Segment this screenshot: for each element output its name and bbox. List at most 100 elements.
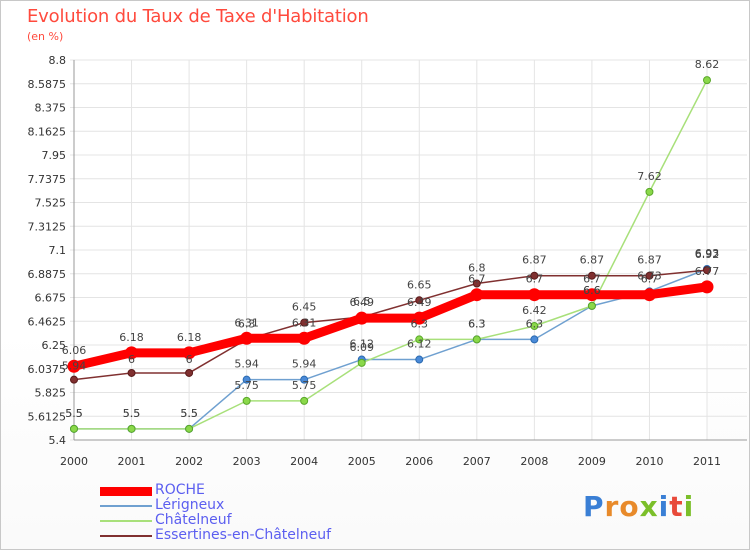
y-tick-label: 8.8 <box>49 54 67 67</box>
y-tick-label: 5.6125 <box>28 410 67 423</box>
data-point <box>355 311 369 325</box>
data-label: 5.5 <box>123 407 141 420</box>
data-label: 8.62 <box>695 58 720 71</box>
data-label: 6.87 <box>580 254 605 267</box>
x-tick-label: 2008 <box>520 455 548 468</box>
data-point <box>700 280 714 294</box>
logo-letter: i <box>658 490 670 523</box>
data-label: 6.3 <box>468 317 486 330</box>
data-point <box>530 322 539 330</box>
data-point <box>415 335 424 344</box>
data-point <box>242 396 251 405</box>
legend-label: Châtelneuf <box>155 512 232 528</box>
legend-swatch <box>100 520 152 522</box>
x-tick-label: 2002 <box>175 455 203 468</box>
data-point <box>297 331 311 345</box>
x-tick-label: 2009 <box>578 455 606 468</box>
data-label: 6.7 <box>583 273 601 286</box>
data-label: 6 <box>128 353 135 366</box>
data-point <box>530 335 539 344</box>
x-tick-label: 2010 <box>635 455 663 468</box>
data-label: 6.8 <box>468 262 486 275</box>
x-tick-label: 2000 <box>60 455 88 468</box>
logo-letter: r <box>604 490 620 523</box>
y-tick-label: 6.8875 <box>28 268 67 281</box>
data-label: 5.94 <box>292 358 317 371</box>
logo-letter: x <box>639 490 659 523</box>
data-point <box>703 266 711 275</box>
data-point <box>472 335 481 344</box>
data-label: 6.3 <box>468 317 486 330</box>
data-point <box>300 318 309 327</box>
data-label: 6.42 <box>522 304 547 317</box>
data-point <box>70 375 78 384</box>
data-point <box>67 359 81 373</box>
data-point <box>300 375 309 384</box>
x-tick-label: 2005 <box>348 455 376 468</box>
y-tick-label: 6.25 <box>42 339 67 352</box>
data-label: 6.12 <box>349 338 374 351</box>
data-point <box>412 311 426 325</box>
data-label: 5.94 <box>234 358 259 371</box>
legend-label: ROCHE <box>155 482 205 498</box>
data-point <box>472 279 481 288</box>
data-point <box>703 76 711 85</box>
data-label: 5.5 <box>65 407 83 420</box>
data-label: 6.18 <box>177 331 202 344</box>
legend-item-essertines: Essertines-en-Châtelneuf <box>100 527 360 543</box>
data-label: 5.5 <box>65 407 83 420</box>
x-tick-label: 2001 <box>118 455 146 468</box>
y-tick-label: 6.0375 <box>28 363 67 376</box>
data-point <box>642 288 656 302</box>
y-tick-label: 7.7375 <box>28 173 67 186</box>
data-label: 5.75 <box>234 379 259 392</box>
data-label: 5.94 <box>62 360 87 373</box>
data-point <box>182 346 196 360</box>
series-line <box>73 269 708 381</box>
y-tick-label: 8.1625 <box>28 125 67 138</box>
logo-letter: o <box>619 490 640 523</box>
data-point <box>645 271 654 280</box>
legend-swatch <box>100 487 152 496</box>
data-point <box>127 424 136 433</box>
data-label: 6.7 <box>641 273 659 286</box>
y-tick-label: 5.4 <box>49 434 67 447</box>
data-label: 6.7 <box>526 273 544 286</box>
y-tick-label: 6.675 <box>35 292 67 305</box>
data-label: 6.93 <box>695 247 720 260</box>
data-point <box>587 301 596 310</box>
data-point <box>242 375 251 384</box>
data-point <box>470 288 484 302</box>
y-tick-label: 7.525 <box>35 197 67 210</box>
legend-item-chatelneuf: Châtelneuf <box>100 512 360 528</box>
proxiti-logo: Proxiti <box>583 490 694 523</box>
x-tick-label: 2011 <box>693 455 721 468</box>
x-tick-label: 2006 <box>405 455 433 468</box>
chart-title: Evolution du Taux de Taxe d'Habitation <box>27 6 369 27</box>
logo-letter: t <box>669 490 684 523</box>
data-point <box>645 187 654 196</box>
data-point <box>185 368 194 377</box>
legend-swatch <box>100 535 152 537</box>
data-label: 6.6 <box>583 284 601 297</box>
data-point <box>240 331 254 345</box>
logo-letter: P <box>583 490 605 523</box>
legend-item-lerigneux: Lérigneux <box>100 497 360 513</box>
y-tick-label: 8.5875 <box>28 78 67 91</box>
y-tick-label: 6.4625 <box>28 315 67 328</box>
data-label: 5.5 <box>123 407 141 420</box>
series-line <box>74 79 708 430</box>
data-label: 6.3 <box>238 317 256 330</box>
data-label: 6 <box>186 353 193 366</box>
y-tick-label: 7.3125 <box>28 220 67 233</box>
data-label: 6.77 <box>695 265 720 278</box>
data-label: 6.87 <box>637 254 662 267</box>
data-point <box>300 396 309 405</box>
data-label: 6.31 <box>292 316 317 329</box>
data-label: 6.18 <box>119 331 144 344</box>
data-label: 7.62 <box>637 170 662 183</box>
data-label: 6.09 <box>349 341 374 354</box>
data-point <box>185 424 194 433</box>
data-label: 5.5 <box>180 407 198 420</box>
